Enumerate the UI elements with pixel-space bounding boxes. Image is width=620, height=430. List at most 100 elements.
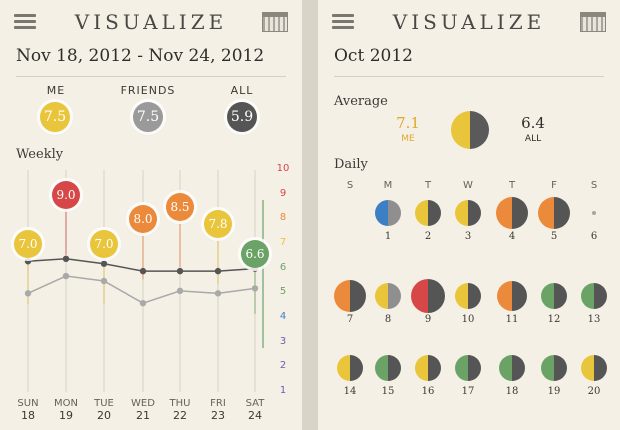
day-split-circle[interactable] — [581, 283, 607, 309]
series-low-line-point — [176, 287, 184, 295]
menu-icon[interactable] — [332, 14, 354, 30]
day-split-circle[interactable] — [455, 200, 481, 226]
scale-tick-label: 3 — [279, 335, 287, 347]
weekday-label: S — [590, 180, 598, 191]
day-number: 1 — [384, 231, 392, 242]
series-mid-line-point — [62, 255, 70, 262]
day-split-circle[interactable] — [334, 280, 366, 312]
monthly-view-panel: VISUALIZE Oct 2012 Average 7.1 ME 6.4 AL… — [318, 0, 620, 430]
series-low-line-point — [24, 290, 32, 297]
day-split-circle[interactable] — [455, 355, 481, 381]
day-split-circle[interactable] — [375, 355, 401, 381]
average-label: Average — [334, 94, 388, 109]
day-split-circle[interactable] — [538, 197, 570, 229]
summary-bubble-friends[interactable]: 7.5 — [133, 102, 163, 132]
all-average-label: ALL — [524, 134, 542, 144]
day-split-circle[interactable] — [496, 197, 528, 229]
day-score-bubble[interactable]: 7.0 — [14, 230, 42, 258]
day-score-bubble[interactable]: 6.6 — [241, 239, 269, 268]
day-score-bubble[interactable]: 7.8 — [204, 210, 232, 239]
day-number: 19 — [547, 386, 561, 397]
day-split-circle[interactable] — [541, 355, 567, 381]
weekday-label: T — [508, 180, 516, 191]
day-split-circle[interactable] — [455, 283, 481, 309]
weekday-label: W — [463, 180, 473, 191]
day-date: 24 — [248, 409, 262, 422]
scale-tick-label: 1 — [279, 385, 287, 396]
series-low-line-point — [62, 272, 70, 280]
calendar-icon[interactable] — [262, 12, 288, 32]
day-number: 15 — [381, 386, 395, 397]
day-split-circle[interactable] — [541, 283, 567, 309]
day-score-bubble[interactable]: 9.0 — [52, 180, 80, 209]
app-header: VISUALIZE — [0, 0, 302, 42]
series-mid-line-point — [24, 258, 32, 265]
day-number: 20 — [587, 386, 601, 397]
weekly-view-panel: VISUALIZE Nov 18, 2012 - Nov 24, 2012 ME… — [0, 0, 302, 430]
day-score-bubble[interactable]: 8.0 — [129, 205, 157, 234]
day-number: 17 — [461, 386, 475, 397]
day-split-circle[interactable] — [415, 200, 441, 226]
app-title: VISUALIZE — [392, 10, 546, 34]
weekly-chart — [24, 170, 264, 392]
summary-bubble-me[interactable]: 7.5 — [40, 102, 70, 132]
day-date: 20 — [97, 409, 111, 422]
scale-tick-label: 6 — [279, 261, 287, 273]
weekday-label: S — [346, 180, 354, 191]
app-title: VISUALIZE — [74, 10, 228, 34]
series-mid-line-point — [176, 267, 184, 275]
app-header: VISUALIZE — [318, 0, 620, 42]
day-number: 5 — [550, 231, 558, 242]
day-split-circle[interactable] — [375, 283, 401, 309]
day-split-circle[interactable] — [415, 355, 441, 381]
scale-tick-label: 7 — [279, 237, 287, 248]
day-name: TUE — [94, 398, 114, 409]
scale-tick-label: 8 — [279, 212, 287, 224]
day-date: 23 — [211, 409, 225, 422]
day-number: 16 — [421, 386, 435, 397]
day-split-circle[interactable] — [375, 200, 401, 226]
day-score-bubble[interactable]: 7.0 — [90, 230, 118, 258]
day-number: 3 — [464, 231, 472, 242]
month-title: Oct 2012 — [334, 46, 413, 66]
all-average-value: 6.4 — [521, 114, 545, 132]
day-score-bubble[interactable]: 8.5 — [166, 193, 194, 221]
day-label: MON 19 — [46, 398, 86, 423]
series-mid-line-point — [100, 260, 108, 267]
me-average-value: 7.1 — [396, 114, 420, 132]
divider — [16, 76, 286, 77]
scale-tick-label: 5 — [279, 286, 287, 298]
day-number: 8 — [384, 314, 392, 325]
calendar-icon[interactable] — [580, 12, 606, 32]
scale-tick-label: 2 — [279, 360, 287, 372]
day-split-circle[interactable] — [337, 355, 363, 381]
day-split-circle[interactable] — [581, 355, 607, 381]
day-split-circle[interactable] — [411, 279, 445, 313]
day-date: 18 — [21, 409, 35, 422]
weekday-label: F — [551, 180, 557, 191]
day-label: SUN 18 — [8, 398, 48, 423]
menu-icon[interactable] — [14, 14, 36, 30]
me-average-label: ME — [401, 134, 415, 144]
summary-label-all: ALL — [230, 84, 254, 97]
day-name: WED — [131, 398, 155, 409]
day-name: SUN — [17, 398, 39, 409]
average-split-circle[interactable] — [451, 111, 489, 149]
summary-bubble-all[interactable]: 5.9 — [227, 102, 257, 132]
day-date: 22 — [173, 409, 187, 422]
day-split-circle[interactable] — [497, 281, 527, 311]
day-label: THU 22 — [160, 398, 200, 423]
day-name: THU — [169, 398, 191, 409]
weekly-label: Weekly — [16, 147, 64, 162]
summary-label-friends: FRIENDS — [120, 84, 176, 97]
series-low-line-point — [139, 300, 147, 307]
summary-label-me: ME — [46, 84, 66, 97]
day-name: SAT — [245, 398, 265, 409]
series-mid-line-point — [214, 267, 222, 275]
series-low-line — [27, 275, 256, 305]
day-split-circle[interactable] — [499, 355, 525, 381]
day-number: 2 — [424, 231, 432, 242]
scale-tick-label: 10 — [276, 163, 290, 174]
day-number: 18 — [505, 386, 519, 397]
empty-day-dot[interactable] — [592, 211, 596, 215]
